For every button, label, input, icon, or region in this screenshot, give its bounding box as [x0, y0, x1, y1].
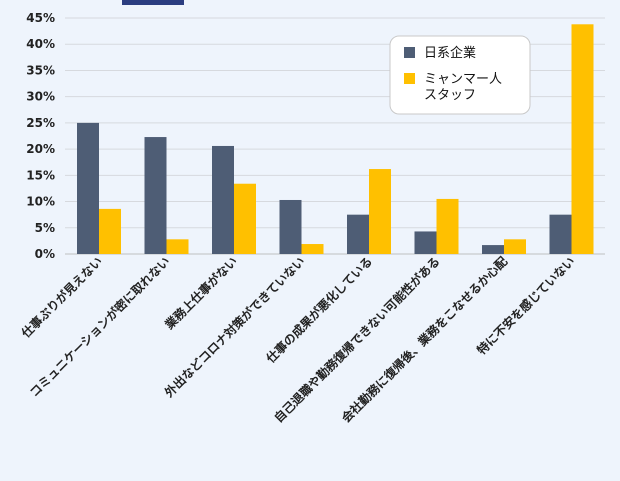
- x-axis: 仕事ぶりが見えないコミュニケーションが密に取れない業務上仕事がない外出などコロナ…: [17, 254, 577, 426]
- bar-myanmar-staff-2: [234, 183, 256, 254]
- bars: [77, 24, 594, 254]
- bar-myanmar-staff-1: [166, 239, 189, 254]
- bar-japanese-companies-4: [347, 214, 369, 254]
- y-tick-label: 20%: [26, 142, 55, 156]
- y-tick-label: 10%: [26, 195, 55, 209]
- y-tick-label: 35%: [26, 63, 55, 77]
- y-tick-label: 0%: [35, 247, 55, 261]
- bar-myanmar-staff-6: [504, 239, 526, 254]
- legend-box: [389, 35, 531, 115]
- bar-myanmar-staff-7: [571, 24, 594, 254]
- y-tick-label: 5%: [35, 221, 55, 235]
- y-tick-label: 15%: [26, 168, 55, 182]
- bar-myanmar-staff-3: [301, 244, 324, 254]
- y-tick-label: 25%: [26, 116, 55, 130]
- y-tick-label: 45%: [26, 11, 55, 25]
- header-accent-bar: [122, 0, 184, 5]
- legend-swatch-0: [404, 47, 415, 58]
- bar-japanese-companies-0: [77, 122, 99, 254]
- legend-swatch-1: [404, 73, 415, 84]
- y-axis: 0% 5% 10% 15% 20% 25% 30% 35% 40% 45%: [26, 11, 55, 261]
- bar-japanese-companies-6: [482, 245, 504, 254]
- legend-label-1: ミャンマー人スタッフ: [424, 72, 502, 103]
- bar-japanese-companies-3: [279, 199, 302, 254]
- bar-japanese-companies-1: [144, 137, 167, 254]
- category-label-4: 仕事の成果が悪化している: [262, 254, 375, 367]
- category-label-3: 外出などコロナ対策ができていない: [161, 254, 307, 400]
- bar-myanmar-staff-5: [436, 198, 459, 254]
- bar-myanmar-staff-0: [99, 208, 121, 254]
- category-label-2: 業務上仕事がない: [161, 254, 240, 333]
- y-tick-label: 40%: [26, 37, 55, 51]
- bar-japanese-companies-5: [414, 231, 437, 254]
- y-tick-label: 30%: [26, 90, 55, 104]
- bar-japanese-companies-2: [212, 145, 234, 254]
- bar-japanese-companies-7: [549, 214, 572, 254]
- legend-label-0: 日系企業: [424, 45, 476, 61]
- category-label-1: コミュニケーションが密に取れない: [26, 254, 172, 400]
- bar-myanmar-staff-4: [369, 169, 391, 254]
